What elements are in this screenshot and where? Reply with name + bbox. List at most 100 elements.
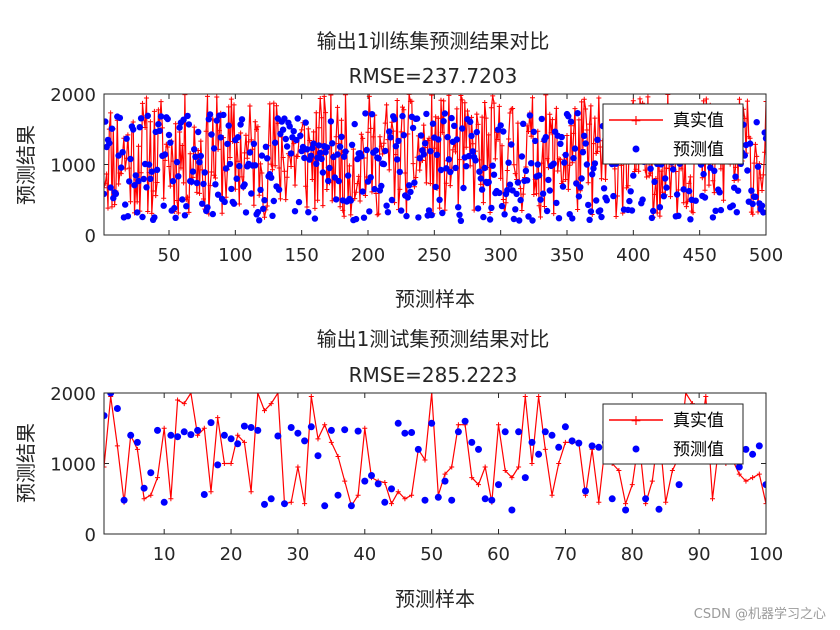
train-pred-point bbox=[395, 137, 402, 145]
train-true-point bbox=[207, 183, 213, 189]
train-pred-point bbox=[380, 160, 388, 168]
test-legend-dot-swatch bbox=[632, 445, 640, 453]
train-true-point bbox=[126, 165, 132, 171]
train-true-point bbox=[511, 162, 517, 168]
train-pred-point bbox=[586, 216, 593, 223]
test-pred-point bbox=[735, 463, 743, 471]
train-pred-point bbox=[405, 182, 413, 189]
train-true-point bbox=[264, 203, 270, 209]
train-true-point bbox=[236, 201, 242, 207]
train-true-point bbox=[585, 180, 591, 186]
train-true-point bbox=[564, 132, 570, 138]
train-pred-point bbox=[732, 173, 739, 180]
test-true-point bbox=[710, 496, 716, 502]
train-pred-point bbox=[746, 140, 754, 147]
train-pred-point bbox=[481, 164, 488, 172]
train-pred-point bbox=[685, 187, 693, 195]
train-true-point bbox=[646, 173, 652, 179]
train-xtick-label: 450 bbox=[682, 245, 716, 266]
test-pred-point bbox=[207, 419, 215, 427]
test-pred-point bbox=[394, 419, 402, 427]
train-true-point bbox=[135, 143, 141, 149]
train-true-point bbox=[147, 119, 153, 125]
train-true-point bbox=[309, 176, 315, 182]
train-true-point bbox=[258, 161, 264, 167]
train-true-point bbox=[319, 115, 325, 121]
test-true-point bbox=[536, 394, 542, 400]
train-true-point bbox=[543, 94, 549, 98]
train-pred-point bbox=[610, 192, 617, 200]
train-pred-point bbox=[206, 111, 214, 118]
train-true-point bbox=[584, 127, 590, 133]
test-pred-point bbox=[321, 502, 329, 510]
train-true-point bbox=[394, 98, 400, 104]
train-true-point bbox=[311, 129, 317, 135]
train-pred-point bbox=[126, 178, 133, 185]
train-pred-point bbox=[574, 110, 581, 117]
train-true-point bbox=[433, 114, 439, 120]
train-pred-point bbox=[647, 165, 654, 172]
train-pred-point bbox=[628, 207, 636, 214]
test-true-point bbox=[516, 464, 522, 470]
train-pred-point bbox=[485, 178, 492, 186]
train-pred-point bbox=[598, 213, 605, 221]
train-true-point bbox=[482, 99, 488, 105]
train-true-point bbox=[613, 214, 619, 220]
train-true-point bbox=[560, 178, 566, 184]
test-xlabel: 预测样本 bbox=[395, 587, 475, 611]
train-true-point bbox=[328, 94, 334, 98]
train-true-point bbox=[348, 212, 354, 218]
train-true-point bbox=[386, 167, 392, 173]
train-pred-point bbox=[318, 155, 325, 163]
train-pred-point bbox=[762, 135, 766, 142]
train-true-point bbox=[438, 97, 444, 103]
train-pred-point bbox=[264, 155, 271, 162]
test-pred-point bbox=[261, 500, 268, 508]
train-pred-point bbox=[490, 171, 498, 178]
test-pred-point bbox=[535, 450, 543, 458]
train-xtick-label: 350 bbox=[550, 245, 584, 266]
train-pred-point bbox=[283, 143, 291, 150]
train-pred-point bbox=[107, 184, 114, 191]
test-pred-point bbox=[294, 429, 302, 437]
train-true-point bbox=[480, 200, 486, 206]
train-pred-point bbox=[687, 216, 694, 223]
train-true-point bbox=[592, 115, 598, 121]
test-legend: + 真实值 预测值 bbox=[602, 403, 744, 465]
train-subplot: 输出1训练集预测结果对比 RMSE=237.7203 50 100 150 200 25… bbox=[14, 29, 783, 311]
train-pred-point bbox=[518, 153, 526, 160]
train-true-point bbox=[703, 96, 709, 102]
test-pred-point bbox=[388, 485, 395, 493]
train-ytick-label: 0 bbox=[85, 226, 96, 247]
train-true-point bbox=[204, 94, 210, 99]
train-true-point bbox=[248, 137, 254, 143]
train-pred-point bbox=[209, 210, 216, 218]
train-pred-point bbox=[294, 115, 301, 122]
train-pred-point bbox=[459, 125, 466, 132]
train-pred-point bbox=[335, 177, 342, 185]
train-pred-point bbox=[382, 147, 389, 155]
train-true-point bbox=[479, 114, 485, 120]
train-pred-point bbox=[575, 193, 583, 200]
train-pred-point bbox=[488, 204, 495, 212]
train-pred-point bbox=[181, 212, 189, 219]
test-true-point bbox=[763, 501, 766, 507]
test-true-point bbox=[623, 501, 629, 507]
train-true-point bbox=[346, 163, 352, 169]
train-pred-point bbox=[388, 196, 396, 204]
train-pred-point bbox=[660, 193, 667, 200]
train-pred-point bbox=[600, 185, 608, 192]
train-pred-point bbox=[342, 148, 349, 155]
test-true-point bbox=[248, 489, 254, 495]
train-pred-point bbox=[567, 118, 575, 125]
train-pred-point bbox=[565, 113, 572, 120]
test-true-point bbox=[295, 464, 301, 470]
train-pred-point bbox=[302, 119, 309, 126]
train-true-point bbox=[178, 165, 184, 171]
train-pred-point bbox=[313, 160, 320, 167]
test-true-point bbox=[382, 480, 388, 486]
train-true-point bbox=[744, 98, 750, 104]
train-pred-point bbox=[323, 144, 331, 151]
train-true-point bbox=[231, 102, 237, 108]
test-pred-point bbox=[140, 484, 148, 492]
